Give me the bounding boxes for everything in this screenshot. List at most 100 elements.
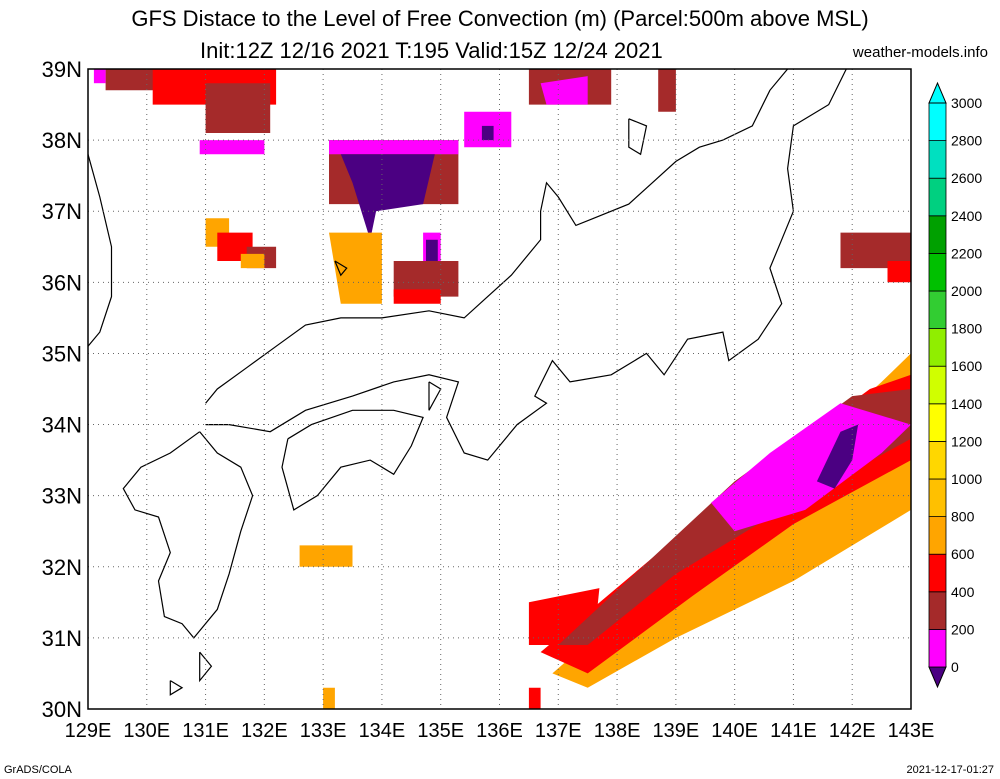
colorbar-swatch	[928, 328, 947, 367]
coastline-8	[199, 651, 213, 683]
longitude-labels: 129E 130E 131E 132E 133E 134E 135E 136E 137E 138E…	[65, 720, 935, 742]
contour-region-25	[840, 232, 911, 269]
colorbar: 0 200 400 600 800 1000 1200 1400 1600 1800 2000 220…	[928, 81, 982, 689]
colorbar-label: 3000	[951, 95, 982, 111]
colorbar-swatch	[928, 478, 947, 517]
colorbar-swatch	[928, 215, 947, 254]
footer-timestamp: 2021-12-17-01:27	[906, 764, 994, 776]
chart-title: GFS Distace to the Level of Free Convect…	[131, 6, 869, 31]
contour-region-7	[340, 154, 435, 240]
colorbar-swatch	[928, 440, 947, 480]
coastline-2	[205, 68, 847, 461]
coastline-4	[122, 431, 254, 639]
contour-region-13	[329, 232, 382, 304]
coastline-3	[281, 409, 424, 511]
contour-region-21	[240, 253, 265, 269]
colorbar-label: 2200	[951, 245, 982, 261]
coastline-1	[205, 68, 789, 404]
lon-label: 134E	[359, 720, 406, 742]
lon-label: 140E	[711, 720, 758, 742]
lon-label: 131E	[182, 720, 229, 742]
coastline-6	[334, 260, 348, 277]
contour-region-31	[711, 403, 911, 532]
contour-region-14	[393, 261, 459, 297]
lon-label: 129E	[65, 720, 112, 742]
lon-label: 136E	[476, 720, 523, 742]
colorbar-swatch	[928, 553, 947, 593]
lat-label: 32N	[42, 555, 82, 580]
lat-label: 34N	[42, 413, 82, 438]
lat-label: 38N	[42, 128, 82, 153]
colorbar-swatch	[928, 591, 947, 630]
contour-region-6	[329, 140, 459, 155]
lat-label: 31N	[42, 626, 82, 651]
lat-label: 39N	[42, 57, 82, 82]
contour-region-12	[658, 69, 676, 112]
coastline-9	[169, 680, 184, 696]
contour-region-32	[816, 424, 859, 489]
colorbar-label: 800	[951, 509, 975, 525]
colorbar-label: 400	[951, 584, 975, 600]
lon-label: 142E	[829, 720, 876, 742]
colorbar-label: 2800	[951, 133, 982, 149]
contour-region-22	[299, 545, 353, 567]
lat-label: 33N	[42, 484, 82, 509]
latitude-labels: 39N 38N 37N 36N 35N 34N 33N 32N 31N 30N	[42, 57, 82, 722]
lon-label: 141E	[770, 720, 817, 742]
colorbar-min-arrow	[928, 666, 947, 689]
contour-region-3	[205, 83, 271, 133]
coastline-7	[428, 381, 442, 411]
gridline-layer	[88, 69, 911, 709]
lon-label: 139E	[652, 720, 699, 742]
contour-region-23	[323, 687, 335, 709]
lat-label: 35N	[42, 341, 82, 366]
lon-label: 137E	[535, 720, 582, 742]
colorbar-swatch	[928, 629, 947, 668]
lat-label: 36N	[42, 270, 82, 295]
colorbar-swatch	[928, 102, 947, 141]
chart-subtitle: Init:12Z 12/16 2021 T:195 Valid:15Z 12/2…	[200, 38, 663, 63]
coastline-5	[628, 118, 648, 156]
colorbar-label: 1800	[951, 321, 982, 337]
lon-label: 130E	[123, 720, 170, 742]
contour-region-17	[426, 239, 438, 261]
colorbar-label: 1200	[951, 433, 982, 449]
colorbar-swatch	[928, 177, 947, 217]
contour-region-11	[540, 76, 588, 105]
colorbar-swatch	[928, 516, 947, 555]
lon-label: 133E	[300, 720, 347, 742]
colorbar-label: 2000	[951, 283, 982, 299]
contour-region-4	[199, 140, 265, 155]
lon-label: 132E	[241, 720, 288, 742]
colorbar-swatch	[928, 140, 947, 179]
colorbar-swatch	[928, 252, 947, 292]
coastline-0	[87, 154, 113, 347]
contour-region-2	[93, 69, 106, 84]
footer-software: GrADS/COLA	[4, 764, 72, 776]
site-credit: weather-models.info	[852, 44, 988, 61]
colorbar-label: 2400	[951, 208, 982, 224]
lat-label: 30N	[42, 697, 82, 722]
lon-label: 138E	[594, 720, 641, 742]
coastline-layer	[87, 68, 847, 696]
colorbar-label: 2600	[951, 170, 982, 186]
colorbar-max-arrow	[928, 81, 947, 104]
colorbar-swatch	[928, 290, 947, 329]
lon-label: 143E	[888, 720, 935, 742]
lon-label: 135E	[417, 720, 464, 742]
map-frame	[87, 68, 912, 710]
colorbar-swatch	[928, 365, 947, 405]
contour-region-9	[481, 125, 494, 141]
colorbar-label: 200	[951, 621, 975, 637]
colorbar-label: 0	[951, 659, 959, 675]
colorbar-swatch	[928, 403, 947, 442]
contour-region-24	[528, 687, 541, 709]
colorbar-label: 600	[951, 546, 975, 562]
contour-fill-layer	[93, 69, 911, 709]
colorbar-label: 1600	[951, 358, 982, 374]
contour-region-15	[393, 289, 441, 304]
colorbar-label: 1400	[951, 396, 982, 412]
contour-region-26	[887, 261, 911, 283]
lat-label: 37N	[42, 199, 82, 224]
